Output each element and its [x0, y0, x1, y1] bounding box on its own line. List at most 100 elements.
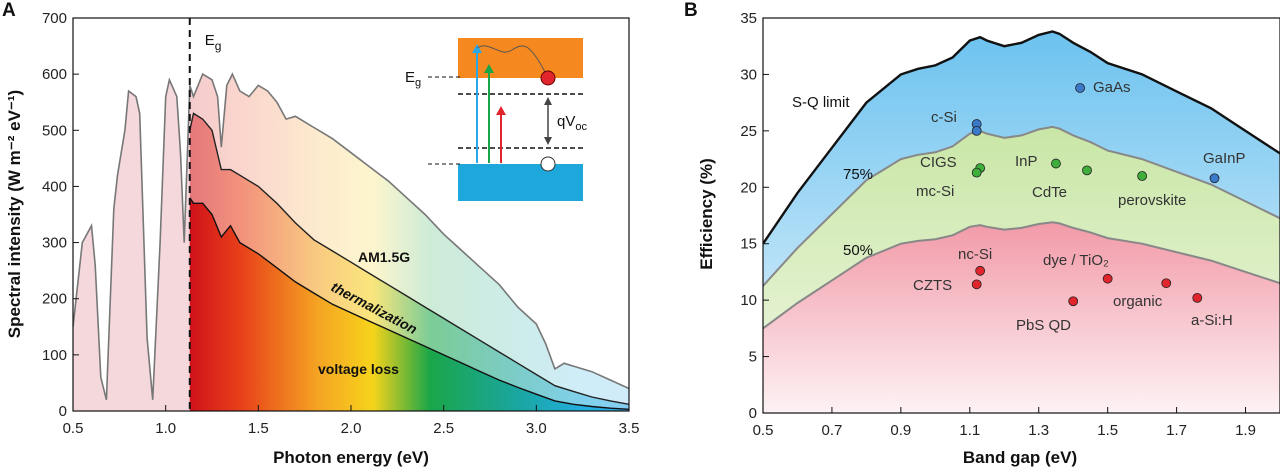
x-tick-label: 0.9: [890, 422, 911, 439]
label-gainp: GaInP: [1203, 150, 1246, 167]
y-tick-label: 0: [749, 405, 757, 422]
panel-b-ylabel: Efficiency (%): [697, 158, 716, 269]
curve-50: [763, 221, 1280, 330]
y-tick-label: 700: [42, 10, 67, 27]
am15g-label: AM1.5G: [358, 249, 410, 265]
panel-b-xlabel: Band gap (eV): [963, 448, 1077, 467]
panel-b-frame: [762, 17, 1280, 414]
label-dye: dye / TiO₂: [1043, 252, 1109, 269]
qvoc-arrowhead-bottom: [544, 137, 552, 145]
label-mc-si: mc-Si: [916, 183, 954, 200]
panel-a-xlabel: Photon energy (eV): [273, 448, 429, 467]
label-nc-si: nc-Si: [958, 246, 992, 263]
inset-qvoc-label: qVoc: [557, 113, 587, 133]
panel-b-label: B: [684, 0, 698, 21]
green-arrowhead: [484, 64, 494, 73]
point-c-si: [971, 125, 982, 136]
y-tick-label: 500: [42, 122, 67, 139]
x-tick-label: 1.5: [1097, 422, 1118, 439]
fraction-50-label: 50%: [843, 242, 873, 259]
point-mc-si: [971, 167, 982, 178]
y-tick-label: 5: [749, 349, 757, 366]
point-dye-tio-: [1102, 273, 1113, 284]
point-cdte: [1082, 165, 1092, 176]
label-perovskite: perovskite: [1118, 192, 1186, 209]
qvoc-arrowhead-top: [544, 97, 552, 105]
valence-band: [458, 164, 583, 201]
sq-limit-curve: [763, 30, 1280, 245]
voltage-loss-line: [189, 197, 629, 410]
x-tick-label: 0.7: [822, 422, 843, 439]
panel-a-label: A: [2, 0, 16, 21]
x-tick-label: 1.0: [155, 420, 176, 437]
point-gaas: [1075, 83, 1085, 93]
label-c-si: c-Si: [931, 109, 957, 126]
red-arrowhead: [496, 106, 506, 115]
bandgap-label: Eg: [205, 32, 222, 53]
x-tick-label: 3.0: [526, 420, 547, 437]
panel-b-areas: [763, 30, 1280, 413]
y-tick-label: 10: [740, 292, 757, 309]
electron: [540, 70, 556, 86]
label-inp: InP: [1015, 153, 1038, 170]
am15g-line: [73, 72, 629, 400]
voltage-loss-label: voltage loss: [318, 361, 399, 377]
point-perovskite: [1137, 171, 1148, 181]
point-pbs-qd: [1068, 296, 1079, 307]
x-tick-label: 3.5: [619, 420, 640, 437]
label-a-si-h: a-Si:H: [1191, 312, 1233, 329]
y-tick-label: 300: [42, 235, 67, 252]
panel-a-areas: [73, 74, 629, 411]
blue-arrowhead: [472, 44, 482, 53]
voltage-loss-area: [189, 197, 629, 411]
x-tick-label: 2.5: [433, 420, 454, 437]
point-nc-si: [975, 265, 986, 276]
y-tick-label: 30: [740, 66, 757, 83]
x-tick-label: 1.1: [959, 422, 980, 439]
curve-75: [763, 125, 1280, 287]
x-tick-label: 0.5: [63, 420, 84, 437]
x-tick-label: 1.7: [1166, 422, 1187, 439]
thermalization-line: [189, 112, 629, 405]
point-organic: [1161, 278, 1172, 289]
sq-limit-label: S-Q limit: [792, 94, 850, 111]
x-tick-label: 0.5: [753, 422, 774, 439]
point-gainp: [1209, 173, 1220, 184]
band-diagram-inset: Eg qVoc: [405, 38, 587, 201]
y-tick-label: 100: [42, 347, 67, 364]
below-gap-area: [73, 79, 190, 411]
inset-eg-label: Eg: [405, 69, 421, 89]
x-tick-label: 2.0: [341, 420, 362, 437]
label-pbs-qd: PbS QD: [1016, 317, 1071, 334]
y-tick-label: 600: [42, 66, 67, 83]
band-50-area: [763, 222, 1280, 413]
y-tick-label: 400: [42, 178, 67, 195]
x-tick-label: 1.3: [1028, 422, 1049, 439]
y-tick-label: 25: [740, 123, 757, 140]
panel-a-lines: [73, 72, 629, 410]
x-tick-label: 1.9: [1235, 422, 1256, 439]
y-tick-label: 15: [740, 236, 757, 253]
panel-b: B 0.5 0.7 0.9 1.1 1.3 1.5 1.7 1.9 0 5 10 15 20 25 30 35…: [684, 0, 1280, 467]
panel-b-point-labels: GaAs c-Si GaInP CIGS mc-Si InP CdTe pero…: [913, 79, 1246, 334]
point-inp: [1051, 158, 1061, 169]
y-tick-label: 200: [42, 291, 67, 308]
panel-a-ticks: 0.5 1.0 1.5 2.0 2.5 3.0 3.5 0 100 200 300 400 500 600…: [42, 10, 639, 437]
point-a-si-h: [1192, 292, 1203, 303]
panel-b-ticks: 0.5 0.7 0.9 1.1 1.3 1.5 1.7 1.9 0 5 10 15 20 25 30 35: [740, 10, 1256, 439]
y-tick-label: 0: [59, 403, 67, 420]
hole: [540, 156, 556, 172]
relaxation-path: [476, 45, 546, 73]
fraction-75-label: 75%: [843, 166, 873, 183]
conduction-band: [458, 38, 583, 78]
y-tick-label: 35: [740, 10, 757, 27]
label-czts: CZTS: [913, 277, 952, 294]
panel-a: A Eg 0.5 1.0 1.5 2.0 2.5 3.0 3.5 0 100 200 300 400 5…: [2, 0, 639, 467]
label-gaas: GaAs: [1093, 79, 1131, 96]
panel-a-ylabel: Spectral intensity (W m⁻² eV⁻¹): [5, 90, 24, 338]
label-cdte: CdTe: [1032, 184, 1067, 201]
label-organic: organic: [1113, 293, 1163, 310]
point-czts: [971, 279, 982, 290]
label-cigs: CIGS: [920, 154, 957, 171]
